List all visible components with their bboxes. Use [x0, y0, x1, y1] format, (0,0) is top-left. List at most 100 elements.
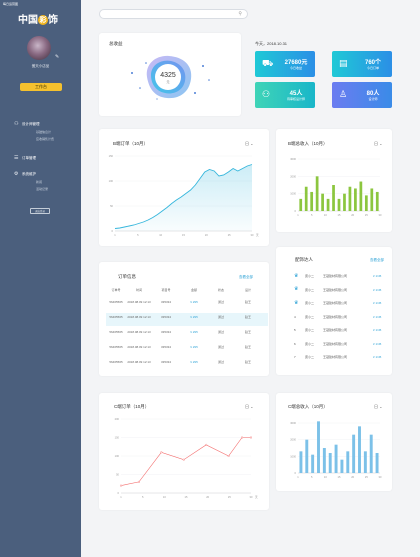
logout-button[interactable]: 退出登录 [30, 208, 50, 214]
search-icon[interactable]: ⚲ [238, 11, 242, 17]
table-cell-project: 335334 [160, 300, 171, 304]
overview-title: 总收益 [109, 41, 123, 46]
list-item[interactable]: 7 唐小二 王冠建材有限公司 ¥ 1/45 [285, 354, 387, 360]
bar [354, 188, 357, 211]
ranking-view-all-link[interactable]: 查看全部 [370, 258, 384, 262]
nav-designer-management[interactable]: ⚇ 设计师管理 [14, 121, 40, 127]
bar [363, 451, 367, 473]
x-unit-label: 天 [256, 234, 259, 237]
table-cell-status: 通过 [217, 360, 224, 364]
search-input[interactable]: ⚲ [99, 9, 248, 19]
table-row[interactable]: 56465565 2018.08.09 12:13 335334 ¥ 295 通过 赵王 [106, 358, 268, 371]
workbench-button[interactable]: 工作台 [20, 83, 62, 91]
bar [310, 191, 314, 211]
y-tick-label: 50 [116, 473, 119, 477]
x-tick-label: 10 [163, 495, 166, 499]
list-item[interactable]: 4 唐小二 王冠建材有限公司 ¥ 1/45 [285, 314, 387, 320]
rank-number: 6 [294, 341, 296, 346]
table-cell-amount: ¥ 295 [190, 315, 198, 319]
overview-unit: 元 [166, 80, 170, 84]
y-tick-label: 0 [295, 471, 297, 475]
nav-sub-news[interactable]: 新闻 [36, 180, 43, 184]
table-cell-designer: 赵王 [244, 330, 251, 334]
dropdown-value: 日 [374, 404, 378, 409]
table-cell-id: 56465565 [109, 345, 123, 349]
list-item[interactable]: ♛ 唐小二 王冠建材有限公司 ¥ 1/45 [285, 300, 387, 306]
table-cell-status: 通过 [217, 300, 224, 304]
table-cell-id: 56465565 [109, 360, 123, 364]
bar [322, 448, 326, 473]
table-row[interactable]: 56465565 2018.08.09 12:13 335334 ¥ 295 通过 赵王 [106, 328, 268, 341]
ranking-company: 王冠建材有限公司 [323, 328, 348, 332]
stat-value: 80人 [366, 91, 380, 97]
list-item[interactable]: ♛ 唐小二 王冠建材有限公司 ¥ 1/45 [285, 273, 387, 279]
table-row[interactable]: 56465565 2018.08.09 12:13 335334 ¥ 295 通过 赵王 [106, 298, 268, 311]
ranking-company: 王冠建材有限公司 [323, 301, 348, 305]
bar [299, 198, 303, 211]
column-header: 项目号 [161, 288, 171, 292]
nav-sub-sales-billing[interactable]: 应收销售计费 [36, 137, 55, 141]
table-cell-project: 335334 [160, 360, 171, 364]
orders-view-all-link[interactable]: 查看全部 [239, 275, 253, 279]
rank-number: 4 [294, 314, 296, 319]
c-orders-card: C端订单（10月） 日 ⌄ 0 50 100 150 200 1 5 10 15 20 25 30 天 [99, 393, 269, 510]
nav-system-maintenance[interactable]: ⚙ 系统维护 [14, 171, 36, 177]
y-tick-label: 100 [115, 454, 120, 458]
orders-title: 订单信息 [118, 274, 136, 279]
table-cell-id: 56465565 [109, 300, 123, 304]
y-tick-label: 0 [118, 491, 120, 495]
logo[interactable]: 中国彩饰 [18, 11, 58, 26]
bar [352, 434, 356, 473]
user-icon: ⚇ [14, 121, 19, 127]
bar [334, 444, 338, 473]
ranking-name: 唐小二 [305, 274, 315, 278]
list-item[interactable]: ♛ 唐小二 王冠建材有限公司 ¥ 1/45 [285, 286, 387, 293]
nav-order-management[interactable]: ☰ 订单管理 [14, 155, 36, 161]
stat-designers[interactable]: ♙ 80人 设计师 [332, 82, 392, 108]
dropdown-value: 日 [374, 141, 378, 146]
stat-today-revenue[interactable]: ⛟ 27680元 今日收益 [255, 51, 315, 77]
ranking-company: 王冠建材有限公司 [323, 341, 348, 346]
stat-pending-designers[interactable]: ⚇ 45人 待审核设计师 [255, 82, 315, 108]
stat-today-orders[interactable]: ▤ 760个 今日订单 [332, 51, 392, 77]
edit-icon[interactable]: ✎ [55, 54, 60, 60]
table-row[interactable]: 56465565 2018.08.09 12:13 335334 ¥ 295 通过 赵王 [106, 343, 268, 356]
bar [359, 181, 363, 211]
c-orders-dropdown[interactable]: 日 ⌄ [245, 404, 253, 410]
table-row[interactable]: 56465565 2018.08.09 12:13 335334 ¥ 295 通过 赵王 [106, 313, 268, 326]
nav-sub-basic-info[interactable]: 基础信息计 [36, 130, 52, 134]
people-icon: ⚇ [262, 89, 271, 99]
x-tick-label: 1 [120, 495, 122, 499]
bar [348, 186, 352, 211]
nav-sub-activity-log[interactable]: 活动记录 [36, 187, 49, 191]
y-tick-label: 1000 [290, 192, 296, 196]
column-header: 金额 [190, 288, 197, 292]
bar [343, 193, 346, 211]
y-tick-label: 1000 [290, 454, 296, 458]
table-cell-designer: 赵王 [244, 315, 251, 319]
b-revenue-dropdown[interactable]: 日 ⌄ [374, 141, 382, 147]
bar [369, 434, 373, 473]
list-item[interactable]: 6 唐小二 王冠建材有限公司 ¥ 1/45 [285, 341, 387, 347]
c-revenue-title: C端总收入（10月） [288, 404, 328, 409]
list-item[interactable]: 5 唐小二 王冠建材有限公司 ¥ 1/45 [285, 327, 387, 333]
c-revenue-dropdown[interactable]: 日 ⌄ [374, 404, 382, 410]
column-header: 订单号 [111, 288, 121, 292]
table-cell-project: 335334 [160, 330, 171, 334]
order-icon: ▤ [339, 58, 348, 68]
bar [326, 198, 330, 211]
bar [358, 426, 361, 473]
table-cell-amount: ¥ 295 [190, 330, 198, 334]
x-tick-label: 5 [311, 475, 313, 479]
stat-label: 设计师 [368, 97, 378, 101]
bar [364, 195, 368, 211]
b-orders-dropdown[interactable]: 日 ⌄ [245, 141, 253, 147]
x-unit-label: 天 [255, 496, 258, 499]
ranking-value: ¥ 1/45 [373, 328, 382, 332]
username: 傲天小店品 [31, 64, 50, 68]
overview-value: 4325 [160, 72, 176, 79]
avatar[interactable] [27, 36, 51, 60]
table-cell-designer: 赵王 [244, 360, 251, 364]
